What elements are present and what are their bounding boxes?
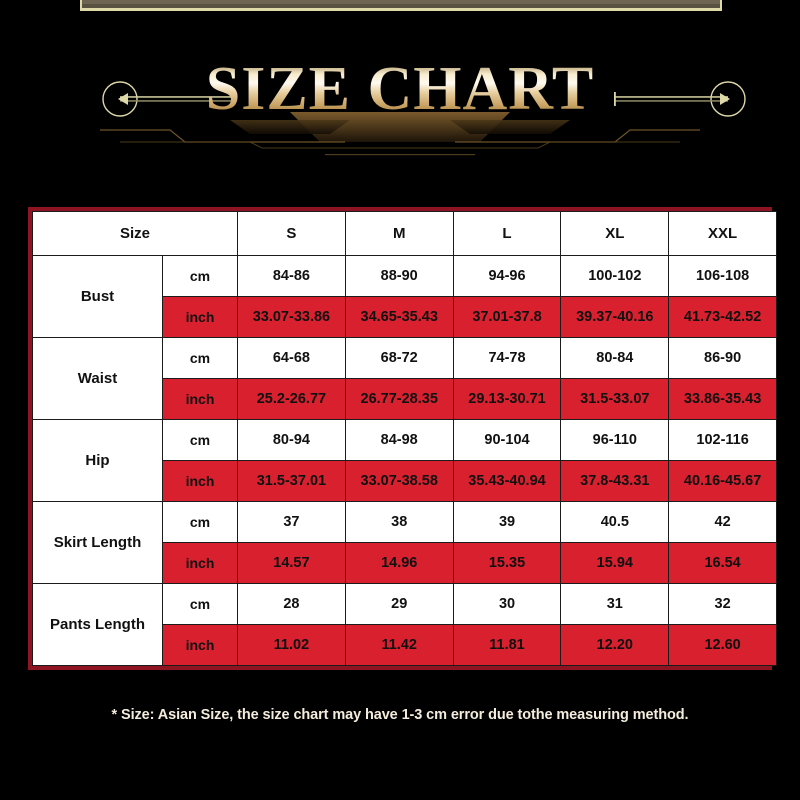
unit-cell-inch: inch bbox=[161, 542, 239, 584]
cell-waist-inch-m: 26.77-28.35 bbox=[344, 378, 454, 420]
cell-skirt-length-cm-xl: 40.5 bbox=[560, 501, 670, 543]
table-row: inch 11.02 11.42 11.81 12.20 12.60 bbox=[33, 624, 777, 666]
cell-bust-inch-xl: 39.37-40.16 bbox=[560, 296, 670, 338]
cell-bust-inch-xxl: 41.73-42.52 bbox=[668, 296, 777, 338]
cell-waist-cm-xxl: 86-90 bbox=[668, 337, 777, 379]
cell-pants-length-inch-l: 11.81 bbox=[452, 624, 562, 666]
title-area: SIZE CHART bbox=[0, 52, 800, 132]
header-size-l: L bbox=[452, 211, 562, 256]
cell-bust-inch-m: 34.65-35.43 bbox=[344, 296, 454, 338]
cell-hip-inch-xxl: 40.16-45.67 bbox=[668, 460, 777, 502]
row-label-waist: Waist bbox=[32, 337, 163, 420]
cell-waist-inch-xl: 31.5-33.07 bbox=[560, 378, 670, 420]
table-row: inch 25.2-26.77 26.77-28.35 29.13-30.71 31.5… bbox=[33, 378, 777, 420]
cell-hip-cm-s: 80-94 bbox=[237, 419, 346, 461]
table-row: Bust cm 84-86 88-90 94-96 100-102 106-108 bbox=[32, 255, 777, 338]
cell-waist-inch-s: 25.2-26.77 bbox=[237, 378, 346, 420]
cell-waist-inch-xxl: 33.86-35.43 bbox=[668, 378, 777, 420]
header-size-xl: XL bbox=[560, 211, 670, 256]
row-label-skirt-length: Skirt Length bbox=[32, 501, 163, 584]
unit-cell-cm: cm bbox=[161, 337, 239, 379]
bronze-banner-ornament bbox=[0, 112, 800, 164]
cell-pants-length-cm-m: 29 bbox=[344, 583, 454, 625]
cell-waist-cm-s: 64-68 bbox=[237, 337, 346, 379]
cell-hip-inch-m: 33.07-38.58 bbox=[344, 460, 454, 502]
circle-arrow-right-ornament bbox=[592, 76, 752, 122]
top-gold-bar-inner bbox=[82, 0, 720, 4]
circle-arrow-left-ornament bbox=[96, 76, 256, 122]
cell-waist-cm-xl: 80-84 bbox=[560, 337, 670, 379]
page-title: SIZE CHART bbox=[0, 52, 800, 126]
cell-hip-cm-xl: 96-110 bbox=[560, 419, 670, 461]
cell-skirt-length-cm-m: 38 bbox=[344, 501, 454, 543]
table-body: Bust cm 84-86 88-90 94-96 100-102 106-108 inch 3… bbox=[32, 255, 777, 666]
unit-cell-inch: inch bbox=[161, 378, 239, 420]
cell-skirt-length-cm-xxl: 42 bbox=[668, 501, 777, 543]
cell-bust-cm-s: 84-86 bbox=[237, 255, 346, 297]
cell-waist-cm-m: 68-72 bbox=[344, 337, 454, 379]
unit-cell-cm: cm bbox=[161, 583, 239, 625]
size-chart-table: Size S M L XL XXL Bust cm 84-86 88-90 94-96 1… bbox=[28, 207, 777, 670]
cell-hip-cm-l: 90-104 bbox=[452, 419, 562, 461]
row-label-bust: Bust bbox=[32, 255, 163, 338]
cell-bust-cm-xl: 100-102 bbox=[560, 255, 670, 297]
cell-skirt-length-inch-xxl: 16.54 bbox=[668, 542, 777, 584]
cell-bust-inch-s: 33.07-33.86 bbox=[237, 296, 346, 338]
cell-skirt-length-cm-s: 37 bbox=[237, 501, 346, 543]
cell-skirt-length-inch-m: 14.96 bbox=[344, 542, 454, 584]
top-gold-bar bbox=[80, 0, 722, 11]
unit-cell-cm: cm bbox=[161, 501, 239, 543]
row-label-hip: Hip bbox=[32, 419, 163, 502]
cell-pants-length-cm-s: 28 bbox=[237, 583, 346, 625]
unit-cell-inch: inch bbox=[161, 296, 239, 338]
row-label-pants-length: Pants Length bbox=[32, 583, 163, 666]
cell-pants-length-cm-xxl: 32 bbox=[668, 583, 777, 625]
cell-hip-inch-xl: 37.8-43.31 bbox=[560, 460, 670, 502]
cell-bust-cm-xxl: 106-108 bbox=[668, 255, 777, 297]
table-header-row: Size S M L XL XXL bbox=[31, 211, 777, 256]
table-row: Skirt Length cm 37 38 39 40.5 42 bbox=[32, 501, 777, 584]
cell-pants-length-cm-xl: 31 bbox=[560, 583, 670, 625]
measurements-table: Size S M L XL XXL Bust cm 84-86 88-90 94-96 1… bbox=[31, 211, 777, 666]
header-size-s: S bbox=[237, 211, 346, 256]
cell-waist-cm-l: 74-78 bbox=[452, 337, 562, 379]
table-row: Waist cm 64-68 68-72 74-78 80-84 86-90 bbox=[32, 337, 777, 420]
cell-bust-cm-m: 88-90 bbox=[344, 255, 454, 297]
unit-cell-inch: inch bbox=[161, 460, 239, 502]
cell-pants-length-inch-xxl: 12.60 bbox=[668, 624, 777, 666]
cell-hip-inch-l: 35.43-40.94 bbox=[452, 460, 562, 502]
cell-skirt-length-inch-s: 14.57 bbox=[237, 542, 346, 584]
header-size-xxl: XXL bbox=[668, 211, 777, 256]
size-note: * Size: Asian Size, the size chart may h… bbox=[111, 707, 689, 723]
table-row: Hip cm 80-94 84-98 90-104 96-110 102-116 bbox=[32, 419, 777, 502]
cell-bust-inch-l: 37.01-37.8 bbox=[452, 296, 562, 338]
table-row: Pants Length cm 28 29 30 31 32 bbox=[32, 583, 777, 666]
cell-skirt-length-inch-xl: 15.94 bbox=[560, 542, 670, 584]
unit-cell-cm: cm bbox=[161, 419, 239, 461]
cell-hip-cm-xxl: 102-116 bbox=[668, 419, 777, 461]
cell-waist-inch-l: 29.13-30.71 bbox=[452, 378, 562, 420]
table-row: inch 33.07-33.86 34.65-35.43 37.01-37.8 39.3… bbox=[33, 296, 777, 338]
cell-pants-length-inch-s: 11.02 bbox=[237, 624, 346, 666]
cell-hip-cm-m: 84-98 bbox=[344, 419, 454, 461]
cell-pants-length-inch-xl: 12.20 bbox=[560, 624, 670, 666]
cell-bust-cm-l: 94-96 bbox=[452, 255, 562, 297]
cell-skirt-length-inch-l: 15.35 bbox=[452, 542, 562, 584]
cell-skirt-length-cm-l: 39 bbox=[452, 501, 562, 543]
cell-hip-inch-s: 31.5-37.01 bbox=[237, 460, 346, 502]
cell-pants-length-inch-m: 11.42 bbox=[344, 624, 454, 666]
header-size-m: M bbox=[344, 211, 454, 256]
cell-pants-length-cm-l: 30 bbox=[452, 583, 562, 625]
header-size-label: Size bbox=[31, 211, 239, 256]
unit-cell-inch: inch bbox=[161, 624, 239, 666]
unit-cell-cm: cm bbox=[161, 255, 239, 297]
